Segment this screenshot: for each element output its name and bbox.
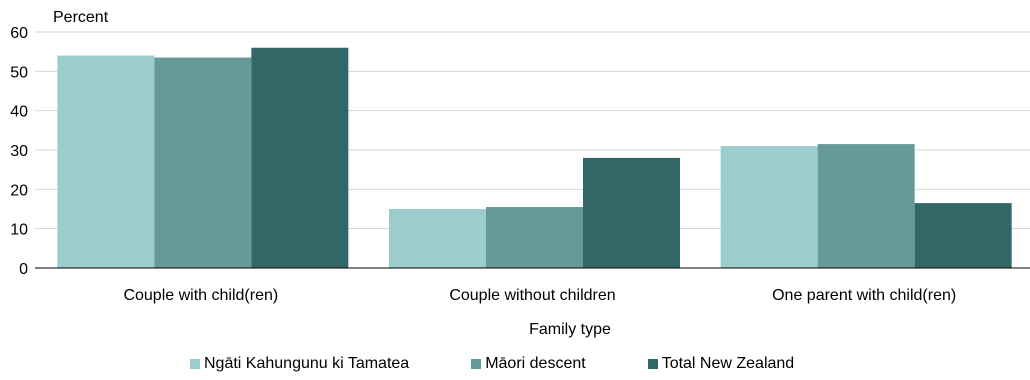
y-tick-label: 50 [10,64,28,81]
x-tick-label: Couple with child(ren) [123,287,278,304]
bar [720,146,818,268]
legend-swatch [647,359,658,369]
x-tick-labels: Couple with child(ren) Couple without chi… [123,287,956,304]
bar [57,55,155,268]
y-tick-label: 40 [10,104,28,121]
bar [914,203,1012,268]
y-tick-label: 60 [10,25,28,42]
legend-item: Māori descent [471,355,586,373]
y-tick-label: 20 [10,182,28,199]
legend-swatch [471,359,482,369]
x-tick-label: One parent with child(ren) [772,287,956,304]
legend-label: Ngāti Kahungunu ki Tamatea [204,355,410,372]
y-tick-label: 30 [10,143,28,160]
x-tick-label: Couple without children [449,287,615,304]
bars [57,47,1012,268]
y-tick-labels: 0 10 20 30 40 50 60 [10,25,28,278]
x-axis-label: Family type [529,321,611,338]
legend-label: Māori descent [485,355,586,372]
bar [817,144,915,268]
bar [251,47,349,268]
bar [154,57,252,268]
legend-item: Ngāti Kahungunu ki Tamatea [190,355,409,373]
y-axis-label: Percent [53,9,109,26]
legend-swatch [190,359,200,369]
y-tick-label: 0 [19,261,28,278]
legend-label: Total New Zealand [661,355,795,372]
y-tick-label: 10 [10,222,28,239]
legend-item: Total New Zealand [647,355,795,373]
legend: Ngāti Kahungunu ki Tamatea Māori descent… [190,355,794,373]
bar [389,209,486,268]
bar [486,207,583,268]
bar [583,157,680,268]
